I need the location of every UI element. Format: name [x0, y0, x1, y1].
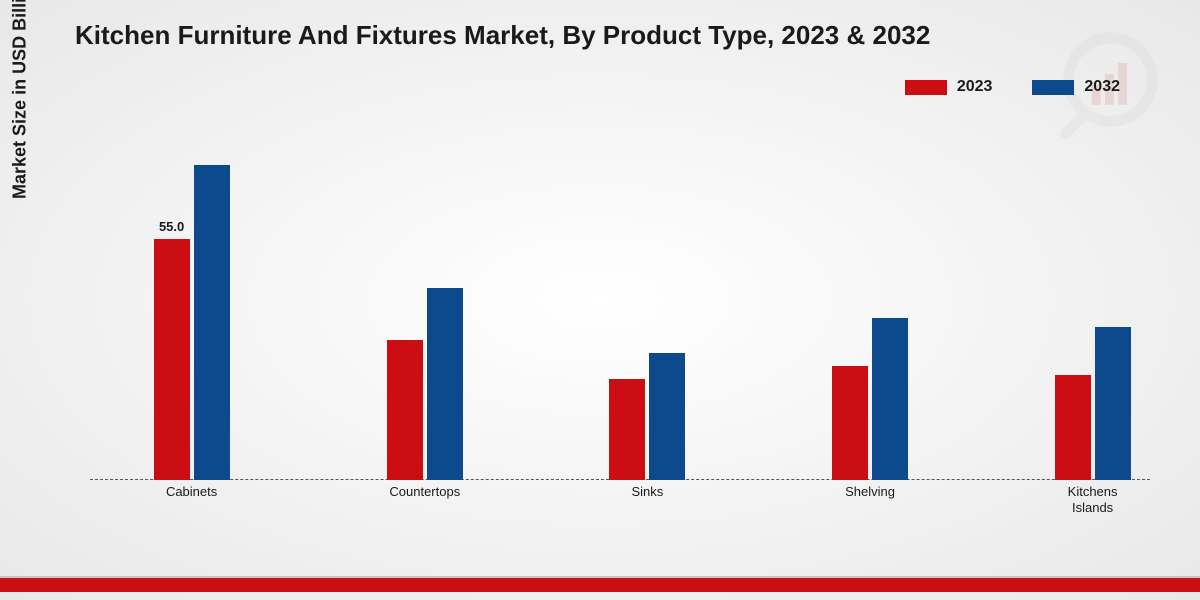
x-tick-label: Cabinets — [166, 484, 217, 500]
bar-group — [1055, 327, 1131, 480]
legend: 2023 2032 — [905, 78, 1120, 96]
bar-2032 — [194, 165, 230, 480]
legend-item-2023: 2023 — [905, 78, 993, 96]
legend-item-2032: 2032 — [1032, 78, 1120, 96]
bar-2032 — [1095, 327, 1131, 480]
footer-bar — [0, 578, 1200, 592]
bar-2023 — [387, 340, 423, 480]
bar-2032 — [427, 288, 463, 481]
x-tick-label: Sinks — [631, 484, 663, 500]
bar-group — [832, 318, 908, 480]
bar-2023: 55.0 — [154, 239, 190, 480]
x-tick-label: Kitchens Islands — [1068, 484, 1118, 515]
chart-title: Kitchen Furniture And Fixtures Market, B… — [75, 20, 930, 51]
legend-label-2023: 2023 — [957, 78, 993, 96]
bar-value-label: 55.0 — [159, 219, 184, 234]
x-tick-label: Countertops — [389, 484, 460, 500]
bar-2023 — [609, 379, 645, 480]
bar-2023 — [1055, 375, 1091, 480]
legend-label-2032: 2032 — [1084, 78, 1120, 96]
y-axis-label: Market Size in USD Billion — [10, 0, 31, 199]
bar-2032 — [649, 353, 685, 480]
bar-group — [387, 288, 463, 481]
bar-2032 — [872, 318, 908, 480]
legend-swatch-2023 — [905, 80, 947, 95]
bar-group: 55.0 — [154, 165, 230, 480]
legend-swatch-2032 — [1032, 80, 1074, 95]
bar-group — [609, 353, 685, 480]
plot-area: 55.0 — [90, 130, 1150, 480]
x-tick-label: Shelving — [845, 484, 895, 500]
bar-2023 — [832, 366, 868, 480]
